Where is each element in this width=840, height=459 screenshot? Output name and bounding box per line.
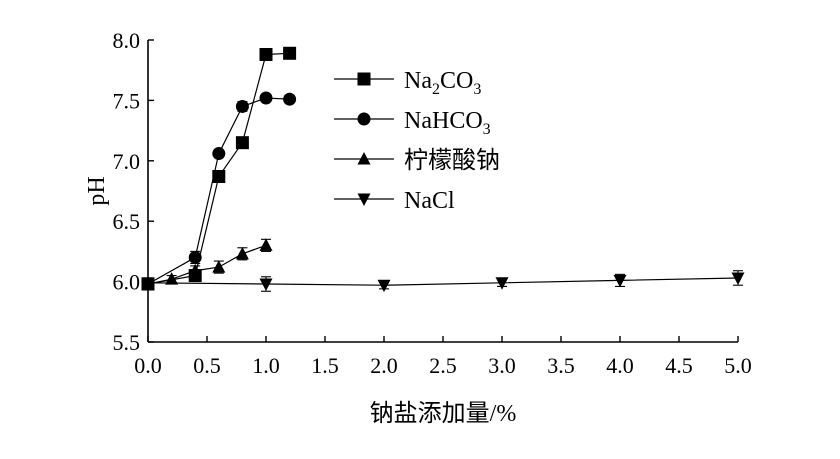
x-tick-label: 4.5: [665, 353, 693, 378]
series-0: [141, 46, 297, 291]
data-point: [259, 278, 273, 292]
data-point: [235, 246, 249, 260]
legend-label: Na2CO3: [404, 68, 481, 98]
legend-text: NaHCO: [404, 108, 483, 134]
legend-label: NaHCO3: [404, 108, 491, 138]
y-tick-label: 6.5: [113, 209, 141, 234]
legend-label: NaCl: [404, 188, 455, 214]
x-tick-label: 0.0: [134, 353, 162, 378]
series-line: [147, 277, 739, 286]
x-tick-label: 4.0: [606, 353, 634, 378]
data-point: [259, 238, 273, 251]
y-tick-label: 7.0: [113, 149, 141, 174]
legend-item-3: NaCl: [334, 188, 455, 214]
legend-marker: [357, 193, 371, 206]
series-3: [141, 270, 745, 293]
series-2: [141, 238, 273, 290]
y-axis-title: pH: [84, 176, 110, 205]
legend-marker: [357, 72, 371, 86]
y-tick-label: 5.5: [113, 330, 141, 355]
series-layer: [141, 46, 745, 293]
data-point: [235, 136, 249, 150]
data-point: [188, 263, 202, 277]
axes: 5.5 6.0 6.5 7.0 7.5 8.0 0.0 0.5 1.0 1.5 2.0 2.5 3.0 3…: [113, 28, 752, 378]
x-tick-label: 0.5: [193, 353, 221, 378]
x-tick-label: 3.0: [488, 353, 516, 378]
data-point: [377, 279, 391, 293]
series-line: [147, 97, 290, 285]
x-tick-label: 2.5: [429, 353, 457, 378]
x-tick-label: 5.0: [724, 353, 752, 378]
data-point: [212, 260, 226, 273]
data-point: [212, 170, 226, 184]
legend-label: 柠檬酸钠: [404, 147, 500, 174]
legend-item-2: 柠檬酸钠: [334, 147, 500, 174]
x-tick-label: 3.5: [547, 353, 575, 378]
legend-item-1: NaHCO3: [334, 108, 491, 138]
x-tick-label: 1.0: [252, 353, 280, 378]
data-point: [235, 99, 249, 113]
legend-text: Na: [404, 68, 432, 94]
data-point: [141, 277, 155, 290]
legend-subscript: 2: [432, 81, 440, 98]
series-line: [147, 244, 267, 285]
data-point: [283, 92, 297, 106]
legend-marker: [357, 152, 371, 165]
data-point: [165, 272, 179, 285]
data-point: [613, 274, 627, 288]
data-point: [212, 147, 226, 161]
legend-marker: [357, 112, 371, 126]
y-tick-label: 6.0: [113, 270, 141, 295]
y-tick-label: 7.5: [113, 88, 141, 113]
legend-text: CO: [440, 68, 473, 94]
x-tick-label: 1.5: [311, 353, 339, 378]
data-point: [495, 277, 509, 290]
data-point: [283, 46, 297, 60]
data-point: [188, 250, 202, 264]
x-tick-label: 2.0: [370, 353, 398, 378]
x-axis-title: 钠盐添加量/%: [370, 400, 517, 427]
data-point: [259, 47, 273, 61]
legend-text: NaCl: [404, 188, 455, 214]
y-tick-label: 8.0: [113, 28, 141, 53]
legend-text: 柠檬酸钠: [404, 147, 500, 174]
legend-item-0: Na2CO3: [334, 68, 481, 98]
legend-subscript: 3: [473, 81, 481, 98]
data-point: [731, 272, 745, 285]
data-point: [259, 91, 273, 105]
legend-subscript: 3: [483, 121, 491, 138]
